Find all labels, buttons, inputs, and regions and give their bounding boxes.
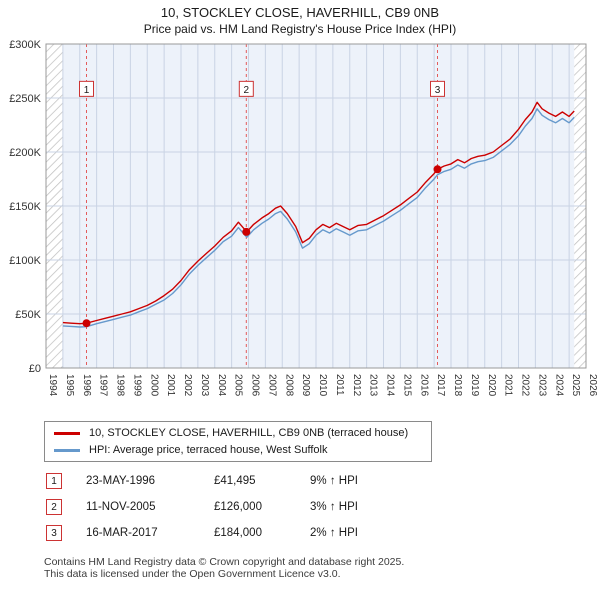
svg-text:£0: £0: [29, 363, 41, 375]
legend-item-property: 10, STOCKLEY CLOSE, HAVERHILL, CB9 0NB (…: [54, 427, 422, 439]
svg-text:2000: 2000: [148, 374, 159, 397]
svg-text:2019: 2019: [469, 374, 480, 397]
svg-text:2025: 2025: [570, 374, 581, 397]
svg-text:1994: 1994: [47, 374, 58, 397]
legend-label-property: 10, STOCKLEY CLOSE, HAVERHILL, CB9 0NB (…: [89, 427, 409, 439]
svg-text:1997: 1997: [98, 374, 109, 397]
svg-text:1995: 1995: [64, 374, 75, 397]
svg-text:1996: 1996: [81, 374, 92, 397]
license-footer: Contains HM Land Registry data © Crown c…: [44, 556, 592, 581]
property-line-swatch: [54, 431, 80, 435]
svg-text:2022: 2022: [520, 374, 531, 397]
svg-text:£150K: £150K: [9, 201, 41, 213]
sale-date: 11-NOV-2005: [86, 501, 156, 513]
sale-row-1: 1 23-MAY-1996 £41,495 9% ↑ HPI: [46, 473, 420, 489]
svg-text:3: 3: [435, 85, 441, 96]
svg-text:2008: 2008: [283, 374, 294, 397]
svg-text:1998: 1998: [115, 374, 126, 397]
svg-text:2009: 2009: [300, 374, 311, 397]
sale-row-3: 3 16-MAR-2017 £184,000 2% ↑ HPI: [46, 525, 420, 541]
svg-text:2015: 2015: [401, 374, 412, 397]
sale-hpi-change: 2% ↑ HPI: [310, 527, 358, 539]
svg-text:2013: 2013: [368, 374, 379, 397]
sale-date: 23-MAY-1996: [86, 475, 156, 487]
svg-text:£50K: £50K: [15, 309, 41, 321]
svg-text:2017: 2017: [435, 374, 446, 397]
footer-line-2: This data is licensed under the Open Gov…: [44, 568, 341, 581]
svg-text:£100K: £100K: [9, 255, 41, 267]
svg-text:2001: 2001: [165, 374, 176, 397]
svg-text:2010: 2010: [317, 374, 328, 397]
price-chart-svg: 1 2 3 £0 £50K £100K £150K £200K £250K £300K 1994 19…: [9, 39, 598, 397]
page-subtitle: Price paid vs. HM Land Registry's House …: [143, 22, 457, 36]
svg-text:2014: 2014: [385, 374, 396, 397]
svg-text:£250K: £250K: [9, 93, 41, 105]
svg-text:2020: 2020: [486, 374, 497, 397]
sale-price: £126,000: [214, 501, 262, 513]
svg-text:2004: 2004: [216, 374, 227, 397]
page-title: 10, STOCKLEY CLOSE, HAVERHILL, CB9 0NB: [160, 5, 440, 20]
svg-text:2003: 2003: [199, 374, 210, 397]
svg-text:2012: 2012: [351, 374, 362, 397]
sale-row-2: 2 11-NOV-2005 £126,000 3% ↑ HPI: [46, 499, 420, 515]
sales-table: 1 23-MAY-1996 £41,495 9% ↑ HPI 2 11-NOV-…: [46, 473, 420, 541]
svg-text:2006: 2006: [250, 374, 261, 397]
svg-text:2007: 2007: [266, 374, 277, 397]
svg-text:2023: 2023: [536, 374, 547, 397]
sale-price: £41,495: [214, 475, 256, 487]
chart-legend: 10, STOCKLEY CLOSE, HAVERHILL, CB9 0NB (…: [44, 421, 432, 462]
svg-text:£300K: £300K: [9, 39, 41, 51]
sale-number-badge: 1: [46, 473, 62, 489]
svg-text:2005: 2005: [233, 374, 244, 397]
svg-text:£200K: £200K: [9, 147, 41, 159]
svg-text:2018: 2018: [452, 374, 463, 397]
sale-number-badge: 3: [46, 525, 62, 541]
legend-item-hpi: HPI: Average price, terraced house, West…: [54, 444, 422, 456]
svg-text:2002: 2002: [182, 374, 193, 397]
svg-text:2: 2: [244, 85, 250, 96]
hpi-line-swatch: [54, 448, 80, 452]
svg-text:2011: 2011: [334, 374, 345, 396]
legend-label-hpi: HPI: Average price, terraced house, West…: [89, 444, 328, 456]
svg-text:2026: 2026: [587, 374, 598, 397]
sale-price: £184,000: [214, 527, 262, 539]
sale-hpi-change: 3% ↑ HPI: [310, 501, 358, 513]
svg-text:2024: 2024: [553, 374, 564, 397]
svg-text:2016: 2016: [418, 374, 429, 397]
footer-line-1: Contains HM Land Registry data © Crown c…: [44, 556, 405, 568]
svg-text:1999: 1999: [131, 374, 142, 397]
svg-text:2021: 2021: [503, 374, 514, 397]
sale-number-badge: 2: [46, 499, 62, 515]
sale-date: 16-MAR-2017: [86, 527, 158, 539]
sale-hpi-change: 9% ↑ HPI: [310, 475, 358, 487]
svg-text:1: 1: [84, 85, 90, 96]
